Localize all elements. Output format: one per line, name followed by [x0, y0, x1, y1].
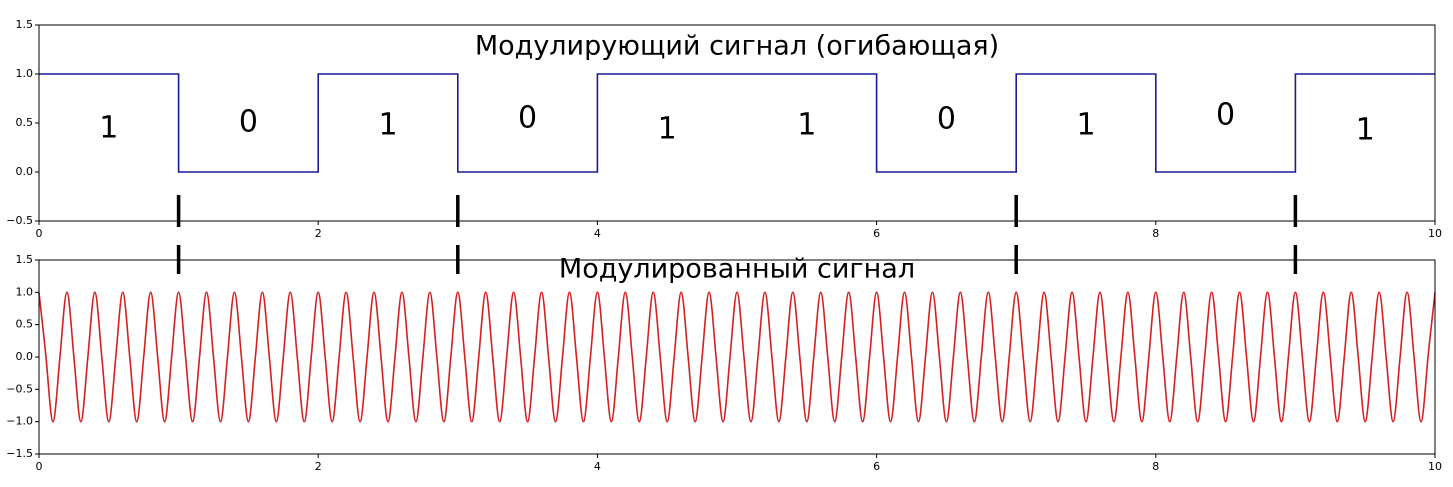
bit-label: 0 [518, 101, 537, 136]
x-tick-label: 4 [594, 460, 601, 473]
y-tick-label: −1.5 [6, 447, 33, 460]
chart-title: Модулирующий сигнал (огибающая) [475, 31, 999, 62]
signal-line [39, 73, 1435, 173]
y-tick-label: 0.5 [16, 116, 34, 129]
y-tick-label: 1.0 [16, 67, 34, 80]
y-tick-label: −0.5 [6, 214, 33, 227]
bit-label: 0 [937, 102, 956, 137]
bit-label: 0 [239, 105, 258, 140]
axes-frame [38, 24, 1436, 222]
y-tick-label: −0.5 [6, 382, 33, 395]
x-tick-label: 2 [315, 227, 322, 240]
bit-label: 0 [1216, 98, 1235, 133]
y-tick-label: 0.0 [16, 350, 34, 363]
y-tick-label: 0.0 [16, 165, 34, 178]
y-tick-label: 1.0 [16, 285, 34, 298]
y-tick-label: −1.0 [6, 415, 33, 428]
x-tick-label: 2 [315, 460, 322, 473]
bit-label: 1 [99, 110, 118, 145]
bit-label: 1 [378, 107, 397, 142]
x-tick-label: 0 [36, 460, 43, 473]
x-tick-label: 10 [1428, 227, 1442, 240]
bit-label: 1 [658, 111, 677, 146]
x-tick-label: 6 [873, 227, 880, 240]
x-tick-label: 10 [1428, 460, 1442, 473]
y-tick-label: 1.5 [16, 253, 34, 266]
x-tick-label: 4 [594, 227, 601, 240]
x-tick-label: 0 [36, 227, 43, 240]
bit-label: 1 [797, 107, 816, 142]
x-tick-label: 8 [1152, 227, 1159, 240]
bit-label: 1 [1076, 107, 1095, 142]
bit-label: 1 [1356, 112, 1375, 147]
x-tick-label: 6 [873, 460, 880, 473]
y-tick-label: 0.5 [16, 318, 34, 331]
signal-line [38, 291, 1436, 423]
x-tick-label: 8 [1152, 460, 1159, 473]
axes-frame [38, 259, 1436, 455]
chart-title: Модулированный сигнал [559, 254, 915, 285]
y-tick-label: 1.5 [16, 18, 34, 31]
